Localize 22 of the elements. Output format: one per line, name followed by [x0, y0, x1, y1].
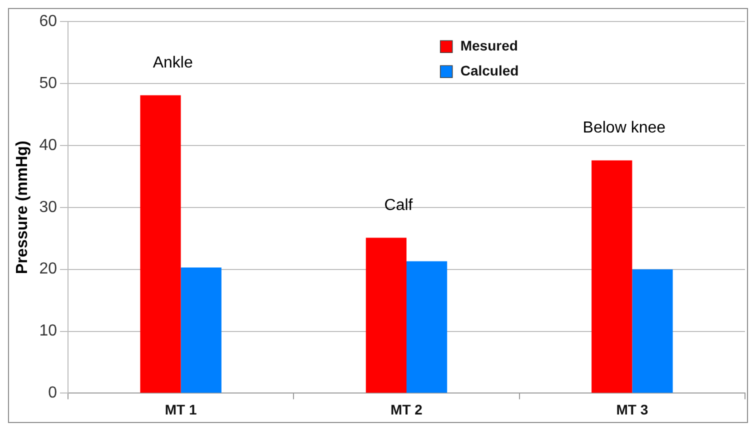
y-tick-label: 60	[39, 13, 58, 30]
annotation: Calf	[384, 197, 414, 214]
x-tick-label: MT 2	[390, 401, 423, 418]
y-tick-label: 20	[39, 260, 58, 278]
y-tick-label: 0	[48, 384, 58, 402]
legend-label: Calculed	[460, 62, 519, 78]
y-tick-label: 10	[39, 322, 58, 340]
annotation: Ankle	[152, 54, 193, 72]
y-tick-label: 40	[39, 136, 58, 154]
legend-label: Mesured	[460, 37, 518, 54]
bar	[366, 238, 406, 393]
bar	[406, 261, 448, 393]
annotation: Below knee	[582, 120, 666, 137]
y-tick-label: 30	[39, 198, 58, 216]
y-tick-label: 50	[39, 74, 58, 92]
bar	[140, 95, 181, 393]
x-tick-label: MT 1	[164, 401, 197, 418]
bar	[632, 269, 673, 393]
bar	[180, 267, 222, 393]
bar	[592, 160, 632, 393]
x-tick-label: MT 3	[616, 401, 648, 418]
y-axis-title: Pressure (mmHg)	[14, 140, 32, 274]
